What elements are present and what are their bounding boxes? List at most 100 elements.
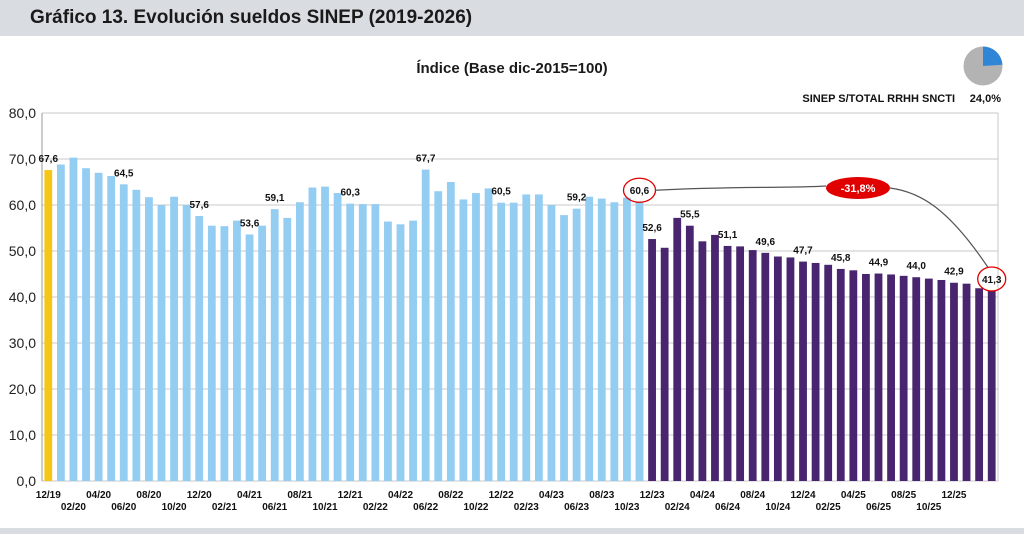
bar bbox=[283, 217, 292, 481]
bar bbox=[522, 194, 531, 482]
bar bbox=[509, 202, 518, 481]
x-tick-label: 04/23 bbox=[539, 490, 564, 501]
bar bbox=[195, 216, 204, 482]
bar bbox=[862, 274, 870, 481]
x-tick-label: 10/24 bbox=[765, 502, 790, 513]
bar bbox=[836, 268, 845, 481]
bar bbox=[547, 205, 556, 481]
bar bbox=[44, 170, 53, 482]
bar bbox=[56, 164, 65, 481]
data-label: 55,5 bbox=[680, 210, 700, 221]
data-label: 53,6 bbox=[240, 218, 260, 229]
y-tick-label: 20,0 bbox=[9, 381, 36, 397]
x-tick-label: 10/23 bbox=[614, 502, 639, 513]
data-label: 45,8 bbox=[831, 253, 851, 264]
x-tick-label: 12/23 bbox=[640, 490, 665, 501]
data-label: 59,1 bbox=[265, 193, 285, 204]
x-tick-label: 12/25 bbox=[941, 490, 966, 501]
x-tick-label: 04/21 bbox=[237, 490, 262, 501]
page-title: Gráfico 13. Evolución sueldos SINEP (201… bbox=[30, 7, 473, 28]
share-label: SINEP S/TOTAL RRHH SNCTI bbox=[802, 93, 955, 105]
callout-connector bbox=[655, 185, 989, 268]
y-tick-label: 30,0 bbox=[9, 335, 36, 351]
bottom-bar bbox=[0, 528, 1024, 534]
bar bbox=[459, 199, 468, 482]
bar bbox=[497, 202, 506, 481]
bar bbox=[371, 204, 380, 481]
bar bbox=[295, 202, 304, 482]
bar bbox=[270, 209, 279, 481]
data-label: 57,6 bbox=[190, 200, 210, 211]
x-tick-label: 02/25 bbox=[816, 502, 841, 513]
bar bbox=[975, 288, 984, 481]
x-tick-label: 12/19 bbox=[36, 490, 61, 501]
x-tick-label: 02/24 bbox=[665, 502, 690, 513]
bar bbox=[648, 239, 656, 481]
bar bbox=[145, 197, 153, 481]
bar bbox=[924, 278, 933, 481]
x-tick-label: 10/20 bbox=[162, 502, 187, 513]
bar bbox=[321, 186, 329, 481]
bar bbox=[333, 193, 342, 482]
x-tick-label: 02/20 bbox=[61, 502, 86, 513]
bar bbox=[723, 245, 732, 481]
bar bbox=[484, 188, 493, 481]
x-tick-label: 08/23 bbox=[589, 490, 614, 501]
bar bbox=[635, 202, 644, 482]
bar bbox=[824, 264, 833, 481]
y-tick-label: 10,0 bbox=[9, 427, 36, 443]
bar bbox=[69, 157, 78, 481]
x-tick-label: 06/21 bbox=[262, 502, 287, 513]
x-tick-label: 12/22 bbox=[489, 490, 514, 501]
x-axis-ticks: 12/19 04/20 08/20 12/20 04/21 08/21 12/21 04/22… bbox=[36, 490, 967, 513]
bar bbox=[107, 176, 116, 481]
bar bbox=[233, 220, 241, 481]
x-tick-label: 02/21 bbox=[212, 502, 237, 513]
title-bar: Gráfico 13. Evolución sueldos SINEP (201… bbox=[0, 0, 1024, 36]
bar bbox=[157, 205, 166, 481]
bar bbox=[673, 217, 682, 481]
x-tick-label: 06/20 bbox=[111, 502, 136, 513]
bar bbox=[623, 197, 631, 481]
bar bbox=[874, 273, 883, 481]
bar bbox=[182, 205, 191, 481]
x-tick-label: 04/24 bbox=[690, 490, 715, 501]
data-label: 59,2 bbox=[567, 193, 587, 204]
bar bbox=[421, 169, 430, 481]
pie-share-slice bbox=[983, 46, 1003, 66]
data-label: 60,6 bbox=[630, 186, 650, 197]
y-tick-label: 60,0 bbox=[9, 197, 36, 213]
bar bbox=[82, 168, 90, 481]
bar bbox=[170, 196, 178, 481]
bar bbox=[698, 241, 707, 481]
bars bbox=[44, 157, 996, 482]
x-tick-label: 10/25 bbox=[916, 502, 941, 513]
x-tick-label: 02/22 bbox=[363, 502, 388, 513]
bar bbox=[987, 291, 996, 481]
bar bbox=[786, 257, 795, 481]
bar bbox=[560, 215, 568, 481]
bar bbox=[585, 196, 594, 481]
data-label: 52,6 bbox=[642, 223, 662, 234]
bar bbox=[761, 252, 770, 481]
data-label: 44,9 bbox=[869, 258, 889, 269]
data-label: 49,6 bbox=[756, 237, 776, 248]
bar bbox=[472, 193, 480, 482]
y-tick-label: 0,0 bbox=[17, 473, 37, 489]
x-tick-label: 04/22 bbox=[388, 490, 413, 501]
bar bbox=[245, 234, 254, 481]
x-tick-label: 08/24 bbox=[740, 490, 765, 501]
x-tick-label: 06/25 bbox=[866, 502, 891, 513]
bar bbox=[207, 225, 216, 481]
data-label: 67,7 bbox=[416, 154, 436, 165]
bar bbox=[358, 204, 367, 481]
data-label: 42,9 bbox=[944, 267, 964, 278]
data-label: 44,0 bbox=[907, 261, 927, 272]
data-label: 60,3 bbox=[340, 188, 360, 199]
data-label: 67,6 bbox=[39, 154, 59, 165]
x-tick-label: 06/24 bbox=[715, 502, 740, 513]
change-callout: -31,8% bbox=[622, 177, 1007, 292]
x-tick-label: 08/20 bbox=[136, 490, 161, 501]
y-axis-ticks: 0,0 10,0 20,0 30,0 40,0 50,0 60,0 70,0 80,0 bbox=[9, 105, 36, 489]
bar bbox=[258, 225, 267, 481]
